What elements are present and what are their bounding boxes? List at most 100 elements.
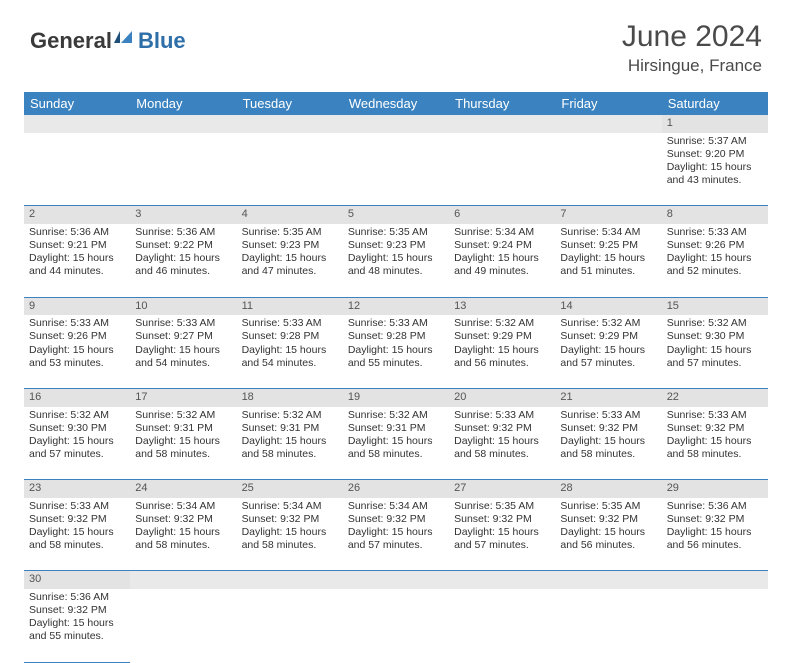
daylight-text: Daylight: 15 hours and 43 minutes. [667,161,763,187]
day-cell [343,133,449,206]
sunrise-text: Sunrise: 5:36 AM [29,226,125,239]
day-cell: Sunrise: 5:33 AMSunset: 9:26 PMDaylight:… [662,224,768,297]
day-number: 19 [343,388,449,406]
sunset-text: Sunset: 9:32 PM [29,604,125,617]
daylight-text: Daylight: 15 hours and 56 minutes. [667,526,763,552]
day-number-row: 1 [24,115,768,133]
day-cell [449,133,555,206]
day-cell [343,589,449,662]
day-number-row: 23242526272829 [24,480,768,498]
day-number: 13 [449,297,555,315]
day-cell: Sunrise: 5:32 AMSunset: 9:31 PMDaylight:… [130,407,236,480]
day-cell [130,589,236,662]
day-number: 27 [449,480,555,498]
day-number: 5 [343,206,449,224]
sunrise-text: Sunrise: 5:32 AM [454,317,550,330]
day-cell: Sunrise: 5:34 AMSunset: 9:32 PMDaylight:… [130,498,236,571]
weekday-header: Tuesday [237,92,343,115]
day-number: 15 [662,297,768,315]
day-number-row: 9101112131415 [24,297,768,315]
sunset-text: Sunset: 9:23 PM [348,239,444,252]
weekday-header: Friday [555,92,661,115]
day-number: 7 [555,206,661,224]
daylight-text: Daylight: 15 hours and 54 minutes. [135,344,231,370]
location: Hirsingue, France [622,56,762,76]
sunrise-text: Sunrise: 5:33 AM [29,317,125,330]
day-number: 30 [24,571,130,589]
sunset-text: Sunset: 9:32 PM [348,513,444,526]
day-number-row: 16171819202122 [24,388,768,406]
sunset-text: Sunset: 9:22 PM [135,239,231,252]
sunset-text: Sunset: 9:32 PM [667,513,763,526]
sunset-text: Sunset: 9:28 PM [348,330,444,343]
day-number [343,571,449,589]
sunrise-text: Sunrise: 5:35 AM [242,226,338,239]
daylight-text: Daylight: 15 hours and 57 minutes. [560,344,656,370]
sunset-text: Sunset: 9:32 PM [29,513,125,526]
sunset-text: Sunset: 9:32 PM [667,422,763,435]
day-number: 16 [24,388,130,406]
daylight-text: Daylight: 15 hours and 55 minutes. [29,617,125,643]
daylight-text: Daylight: 15 hours and 58 minutes. [348,435,444,461]
day-cell [555,133,661,206]
day-cell: Sunrise: 5:34 AMSunset: 9:32 PMDaylight:… [343,498,449,571]
sunrise-text: Sunrise: 5:33 AM [29,500,125,513]
week-row: Sunrise: 5:36 AMSunset: 9:21 PMDaylight:… [24,224,768,297]
day-cell: Sunrise: 5:35 AMSunset: 9:32 PMDaylight:… [449,498,555,571]
day-number [555,571,661,589]
day-number [237,571,343,589]
day-cell [555,589,661,662]
weekday-header: Wednesday [343,92,449,115]
weekday-header: Saturday [662,92,768,115]
daylight-text: Daylight: 15 hours and 46 minutes. [135,252,231,278]
header: General Blue June 2024 Hirsingue, France [0,0,792,84]
daylight-text: Daylight: 15 hours and 57 minutes. [454,526,550,552]
day-number: 14 [555,297,661,315]
daylight-text: Daylight: 15 hours and 58 minutes. [242,435,338,461]
sunset-text: Sunset: 9:32 PM [454,513,550,526]
day-cell: Sunrise: 5:33 AMSunset: 9:32 PMDaylight:… [555,407,661,480]
day-cell: Sunrise: 5:36 AMSunset: 9:21 PMDaylight:… [24,224,130,297]
day-number: 29 [662,480,768,498]
daylight-text: Daylight: 15 hours and 58 minutes. [29,526,125,552]
day-number: 2 [24,206,130,224]
day-cell: Sunrise: 5:32 AMSunset: 9:30 PMDaylight:… [24,407,130,480]
daylight-text: Daylight: 15 hours and 47 minutes. [242,252,338,278]
logo: General Blue [30,28,186,54]
sunrise-text: Sunrise: 5:32 AM [29,409,125,422]
day-number: 3 [130,206,236,224]
daylight-text: Daylight: 15 hours and 58 minutes. [454,435,550,461]
sunrise-text: Sunrise: 5:36 AM [135,226,231,239]
daylight-text: Daylight: 15 hours and 58 minutes. [242,526,338,552]
sunrise-text: Sunrise: 5:32 AM [348,409,444,422]
day-cell: Sunrise: 5:32 AMSunset: 9:31 PMDaylight:… [343,407,449,480]
day-cell: Sunrise: 5:35 AMSunset: 9:32 PMDaylight:… [555,498,661,571]
sunrise-text: Sunrise: 5:32 AM [667,317,763,330]
sunset-text: Sunset: 9:25 PM [560,239,656,252]
sunset-text: Sunset: 9:21 PM [29,239,125,252]
sunrise-text: Sunrise: 5:36 AM [29,591,125,604]
daylight-text: Daylight: 15 hours and 56 minutes. [560,526,656,552]
day-cell: Sunrise: 5:33 AMSunset: 9:32 PMDaylight:… [662,407,768,480]
sunset-text: Sunset: 9:32 PM [454,422,550,435]
daylight-text: Daylight: 15 hours and 51 minutes. [560,252,656,278]
day-cell: Sunrise: 5:35 AMSunset: 9:23 PMDaylight:… [237,224,343,297]
daylight-text: Daylight: 15 hours and 58 minutes. [135,435,231,461]
sunrise-text: Sunrise: 5:33 AM [667,226,763,239]
day-cell: Sunrise: 5:32 AMSunset: 9:30 PMDaylight:… [662,315,768,388]
week-row: Sunrise: 5:33 AMSunset: 9:32 PMDaylight:… [24,498,768,571]
daylight-text: Daylight: 15 hours and 52 minutes. [667,252,763,278]
day-cell [449,589,555,662]
month-title: June 2024 [622,20,762,54]
logo-text-blue: Blue [138,28,186,54]
day-cell: Sunrise: 5:36 AMSunset: 9:32 PMDaylight:… [24,589,130,662]
day-cell: Sunrise: 5:34 AMSunset: 9:25 PMDaylight:… [555,224,661,297]
title-block: June 2024 Hirsingue, France [622,20,762,76]
logo-text-general: General [30,28,112,54]
week-row: Sunrise: 5:33 AMSunset: 9:26 PMDaylight:… [24,315,768,388]
sunrise-text: Sunrise: 5:34 AM [560,226,656,239]
day-number [130,115,236,133]
sunrise-text: Sunrise: 5:32 AM [135,409,231,422]
day-cell [237,133,343,206]
sunset-text: Sunset: 9:31 PM [135,422,231,435]
